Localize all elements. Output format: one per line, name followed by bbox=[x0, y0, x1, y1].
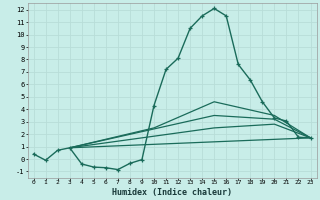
X-axis label: Humidex (Indice chaleur): Humidex (Indice chaleur) bbox=[112, 188, 232, 197]
